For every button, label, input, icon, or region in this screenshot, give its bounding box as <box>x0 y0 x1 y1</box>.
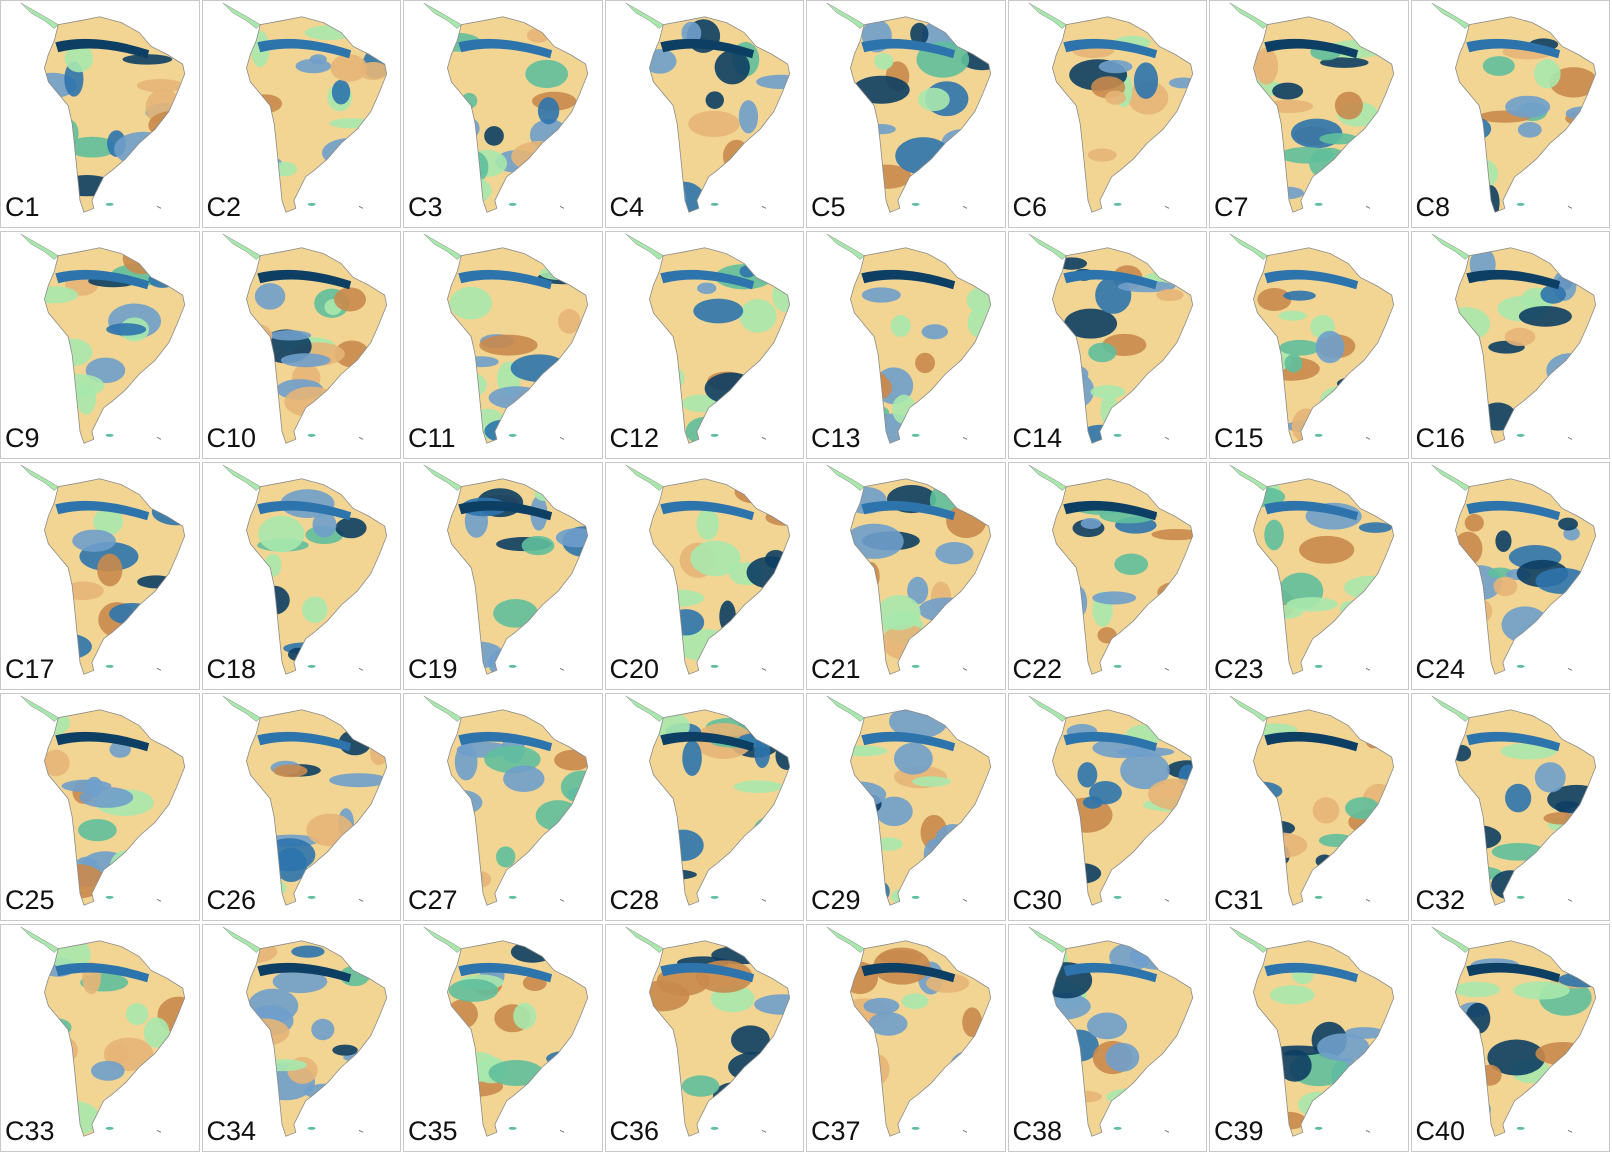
panel-label: C8 <box>1416 194 1451 221</box>
map-panel: C24 <box>1411 462 1611 690</box>
map-panel: C14 <box>1008 231 1208 459</box>
panel-label: C30 <box>1013 887 1063 914</box>
map-panel: C10 <box>202 231 402 459</box>
map-panel: C40 <box>1411 924 1611 1152</box>
panel-label: C24 <box>1416 656 1466 683</box>
map-panel: C39 <box>1209 924 1409 1152</box>
panel-label: C1 <box>5 194 40 221</box>
panel-label: C17 <box>5 656 55 683</box>
map-panel: C37 <box>806 924 1006 1152</box>
map-panel: C29 <box>806 693 1006 921</box>
panel-label: C14 <box>1013 425 1063 452</box>
map-grid: C1 C2 C3 C4 C5 C6 C7 C8 C9 C10 C11 C12 C13 C14 C15 C16 C… <box>0 0 1612 1151</box>
panel-label: C28 <box>610 887 660 914</box>
panel-label: C12 <box>610 425 660 452</box>
map-panel: C9 <box>0 231 200 459</box>
panel-label: C36 <box>610 1118 660 1145</box>
map-panel: C18 <box>202 462 402 690</box>
panel-label: C20 <box>610 656 660 683</box>
panel-label: C34 <box>207 1118 257 1145</box>
map-panel: C20 <box>605 462 805 690</box>
panel-label: C9 <box>5 425 40 452</box>
map-panel: C8 <box>1411 0 1611 228</box>
panel-label: C4 <box>610 194 645 221</box>
map-panel: C6 <box>1008 0 1208 228</box>
panel-label: C7 <box>1214 194 1249 221</box>
map-panel: C23 <box>1209 462 1409 690</box>
map-panel: C25 <box>0 693 200 921</box>
map-panel: C1 <box>0 0 200 228</box>
panel-label: C39 <box>1214 1118 1264 1145</box>
panel-label: C22 <box>1013 656 1063 683</box>
map-panel: C7 <box>1209 0 1409 228</box>
panel-label: C18 <box>207 656 257 683</box>
map-panel: C19 <box>403 462 603 690</box>
map-panel: C15 <box>1209 231 1409 459</box>
map-panel: C36 <box>605 924 805 1152</box>
panel-label: C31 <box>1214 887 1264 914</box>
map-panel: C5 <box>806 0 1006 228</box>
panel-label: C33 <box>5 1118 55 1145</box>
map-panel: C38 <box>1008 924 1208 1152</box>
map-panel: C3 <box>403 0 603 228</box>
panel-label: C13 <box>811 425 861 452</box>
map-panel: C31 <box>1209 693 1409 921</box>
map-panel: C11 <box>403 231 603 459</box>
panel-label: C25 <box>5 887 55 914</box>
map-panel: C16 <box>1411 231 1611 459</box>
panel-label: C23 <box>1214 656 1264 683</box>
panel-label: C15 <box>1214 425 1264 452</box>
panel-label: C26 <box>207 887 257 914</box>
map-panel: C26 <box>202 693 402 921</box>
panel-label: C35 <box>408 1118 458 1145</box>
panel-label: C19 <box>408 656 458 683</box>
panel-label: C10 <box>207 425 257 452</box>
panel-label: C32 <box>1416 887 1466 914</box>
map-panel: C34 <box>202 924 402 1152</box>
map-panel: C35 <box>403 924 603 1152</box>
map-panel: C21 <box>806 462 1006 690</box>
map-panel: C28 <box>605 693 805 921</box>
panel-label: C16 <box>1416 425 1466 452</box>
map-panel: C27 <box>403 693 603 921</box>
panel-label: C11 <box>408 425 456 452</box>
panel-label: C21 <box>811 656 861 683</box>
panel-label: C2 <box>207 194 242 221</box>
map-panel: C17 <box>0 462 200 690</box>
map-panel: C22 <box>1008 462 1208 690</box>
panel-label: C27 <box>408 887 458 914</box>
map-panel: C30 <box>1008 693 1208 921</box>
map-panel: C32 <box>1411 693 1611 921</box>
map-panel: C12 <box>605 231 805 459</box>
panel-label: C29 <box>811 887 861 914</box>
panel-label: C37 <box>811 1118 861 1145</box>
map-panel: C4 <box>605 0 805 228</box>
panel-label: C38 <box>1013 1118 1063 1145</box>
panel-label: C3 <box>408 194 443 221</box>
panel-label: C6 <box>1013 194 1048 221</box>
map-panel: C2 <box>202 0 402 228</box>
map-panel: C13 <box>806 231 1006 459</box>
panel-label: C5 <box>811 194 846 221</box>
map-panel: C33 <box>0 924 200 1152</box>
panel-label: C40 <box>1416 1118 1466 1145</box>
